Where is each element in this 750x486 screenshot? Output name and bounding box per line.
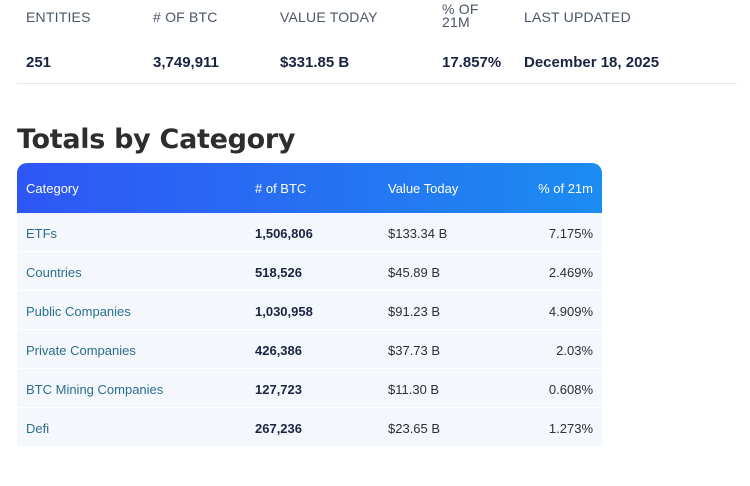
last-updated-value: December 18, 2025	[524, 54, 660, 71]
table-row: Defi 267,236 $23.65 B 1.273%	[17, 408, 602, 447]
value-cell: $133.34 B	[388, 226, 448, 241]
value-today-label: VALUE TODAY	[280, 9, 378, 25]
table-row: Countries 518,526 $45.89 B 2.469%	[17, 252, 602, 291]
value-today-value: $331.85 B	[280, 54, 350, 71]
table-row: BTC Mining Companies 127,723 $11.30 B 0.…	[17, 369, 602, 408]
btc-cell: 267,236	[255, 421, 302, 436]
section-heading: Totals by Category	[17, 124, 296, 155]
category-table: Category # of BTC Value Today % of 21m E…	[17, 163, 602, 447]
percent-of-21m-value: 17.857%	[442, 54, 502, 71]
header-category[interactable]: Category	[26, 181, 79, 196]
table-row: Private Companies 426,386 $37.73 B 2.03%	[17, 330, 602, 369]
percent-cell: 4.909%	[548, 304, 593, 319]
entities-value: 251	[26, 54, 52, 71]
percent-cell: 0.608%	[548, 382, 593, 397]
value-cell: $45.89 B	[388, 265, 441, 280]
percent-cell: 2.469%	[548, 265, 593, 280]
table-row: Public Companies 1,030,958 $91.23 B 4.90…	[17, 291, 602, 330]
category-link[interactable]: ETFs	[26, 226, 58, 241]
category-link[interactable]: Countries	[26, 265, 82, 280]
header-value-today[interactable]: Value Today	[388, 181, 459, 196]
summary-stats: ENTITIES # OF BTC VALUE TODAY % OF 21M L…	[17, 0, 737, 84]
btc-cell: 1,506,806	[255, 226, 313, 241]
header-btc[interactable]: # of BTC	[255, 181, 307, 196]
table-row: ETFs 1,506,806 $133.34 B 7.175%	[17, 213, 602, 252]
percent-cell: 2.03%	[556, 343, 593, 358]
btc-count-value: 3,749,911	[153, 54, 219, 71]
btc-cell: 518,526	[255, 265, 302, 280]
value-cell: $91.23 B	[388, 304, 441, 319]
percent-cell: 7.175%	[548, 226, 593, 241]
btc-cell: 426,386	[255, 343, 302, 358]
value-cell: $23.65 B	[388, 421, 441, 436]
value-cell: $11.30 B	[388, 382, 440, 397]
table-header: Category # of BTC Value Today % of 21m	[17, 163, 602, 213]
category-link[interactable]: Public Companies	[26, 304, 131, 319]
last-updated-label: LAST UPDATED	[524, 9, 631, 25]
value-cell: $37.73 B	[388, 343, 441, 358]
entities-label: ENTITIES	[26, 9, 91, 25]
category-link[interactable]: Defi	[26, 421, 50, 436]
percent-cell: 1.273%	[548, 421, 593, 436]
category-link[interactable]: Private Companies	[26, 343, 136, 358]
btc-cell: 127,723	[255, 382, 302, 397]
btc-cell: 1,030,958	[255, 304, 313, 319]
category-link[interactable]: BTC Mining Companies	[26, 382, 164, 397]
btc-count-label: # OF BTC	[153, 9, 218, 25]
percent-of-21m-label: % OF 21M	[442, 1, 479, 30]
header-percent[interactable]: % of 21m	[538, 181, 593, 196]
